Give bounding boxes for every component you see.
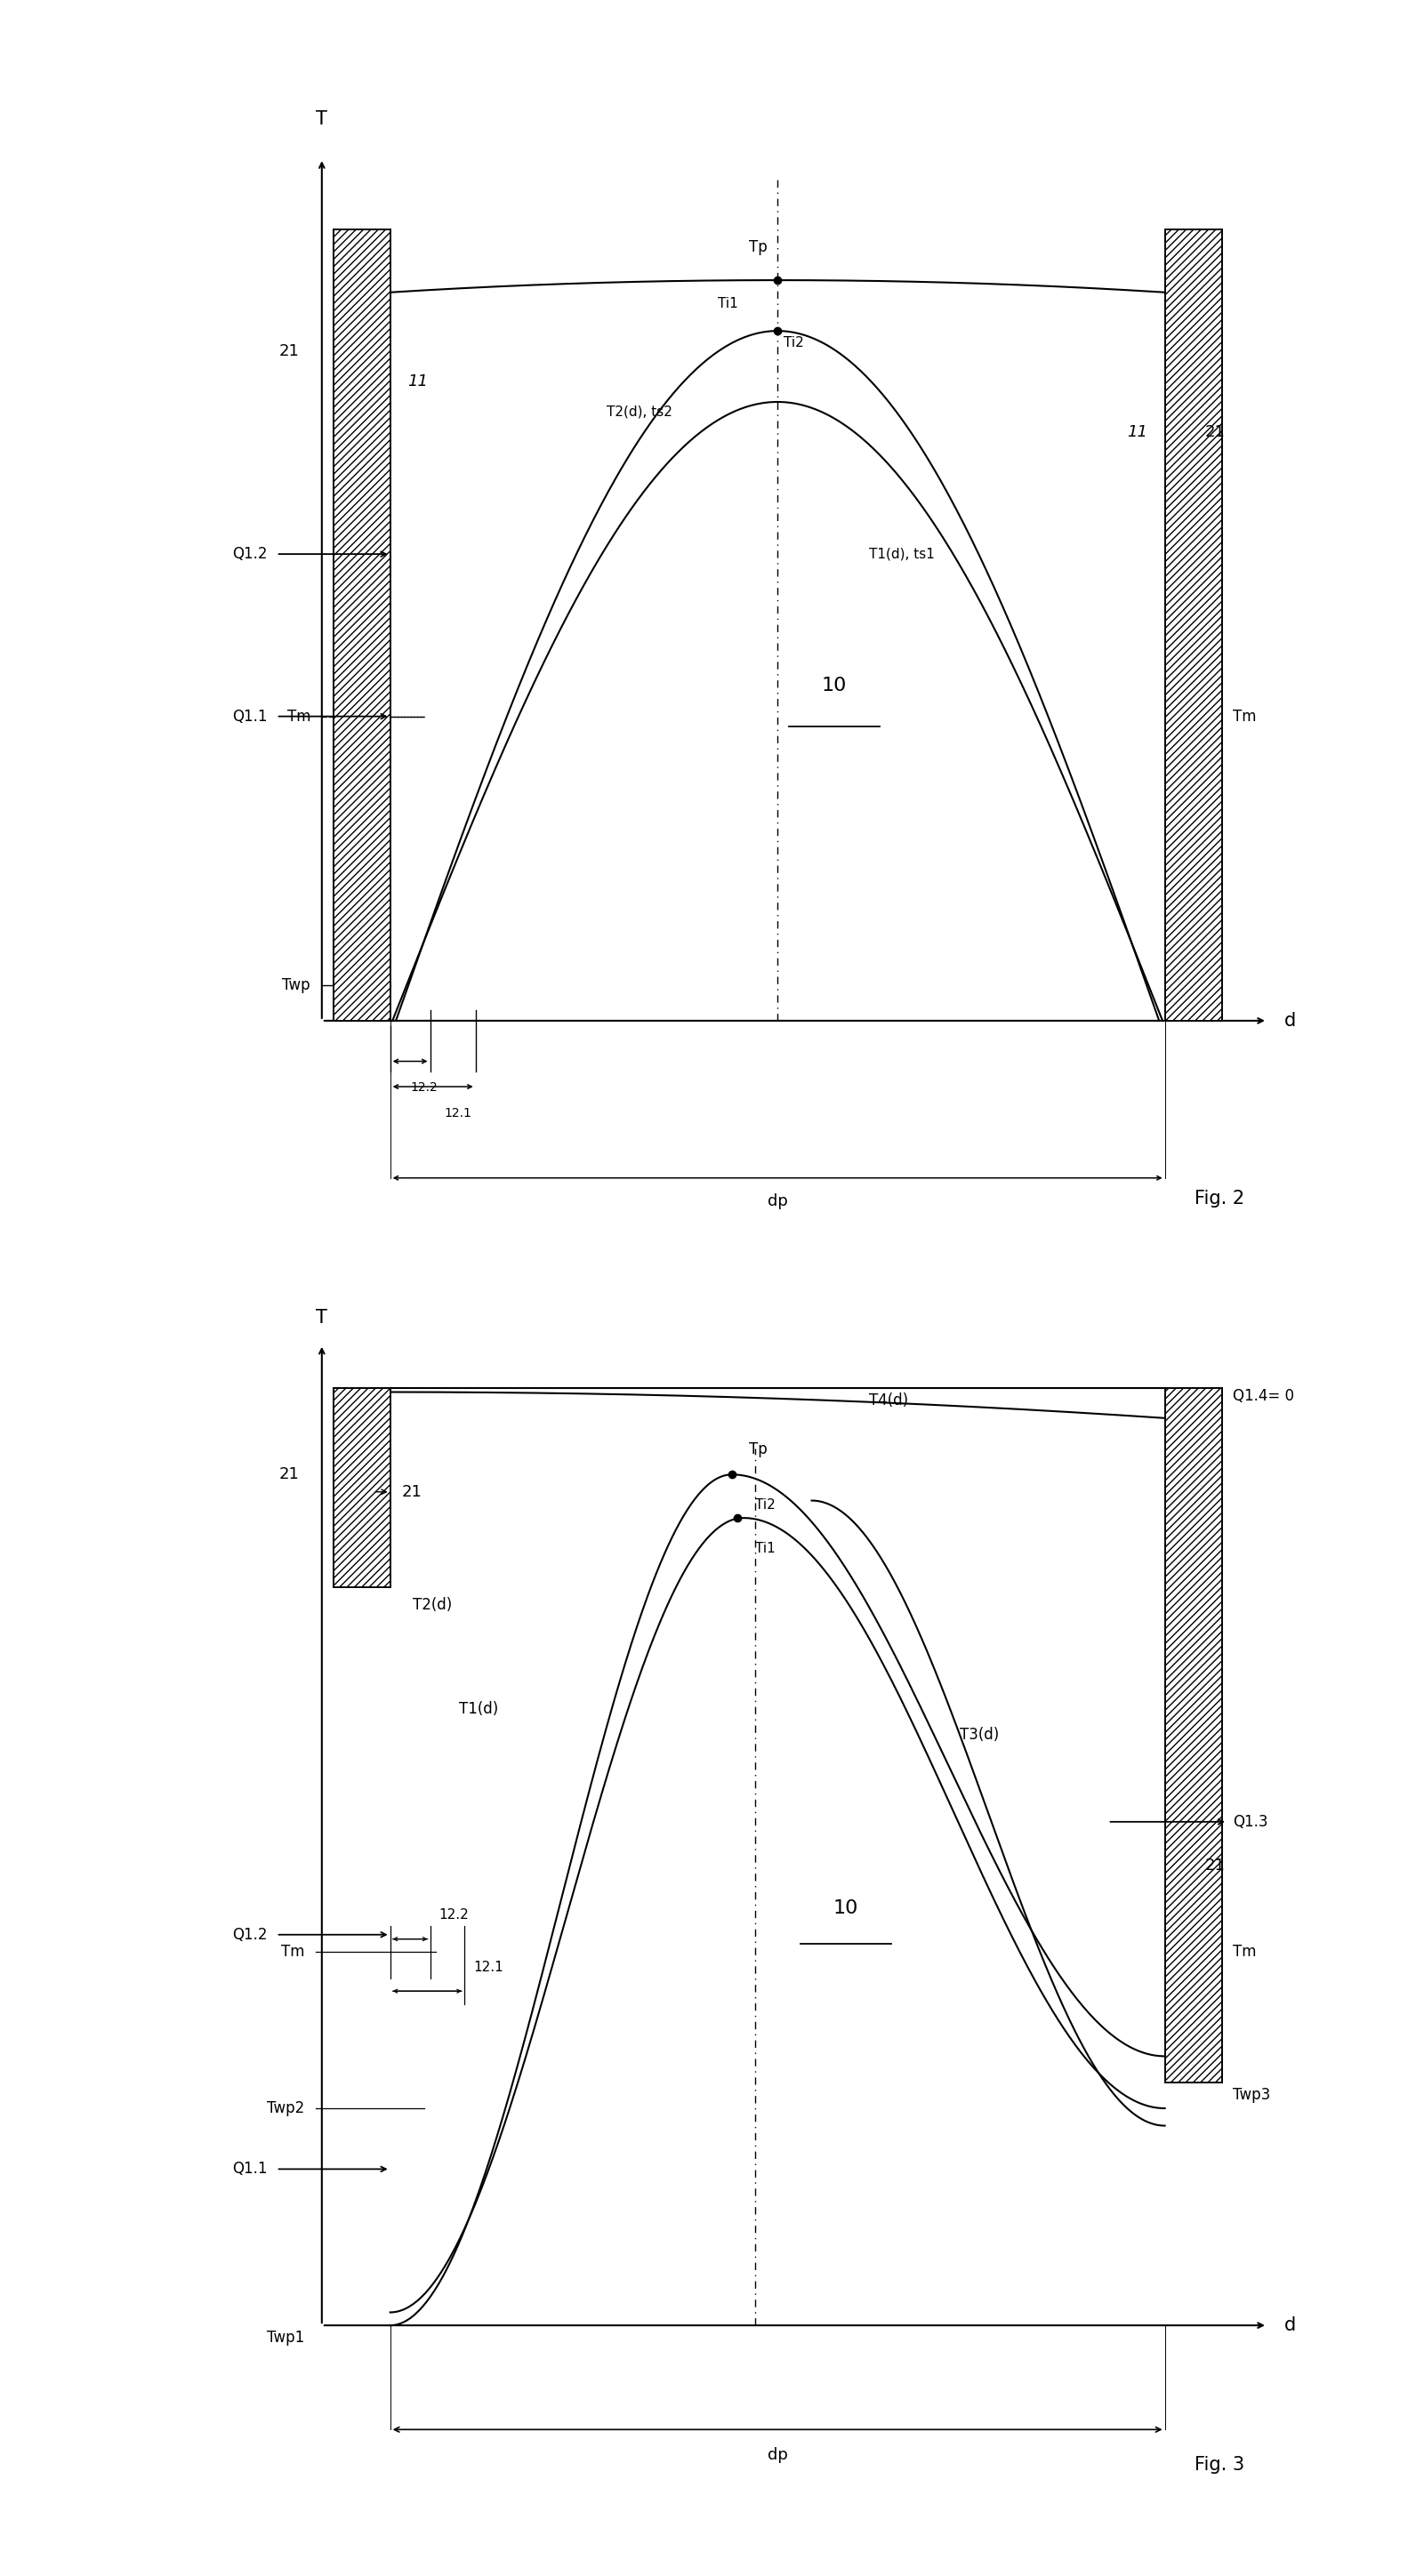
- Text: T: T: [316, 111, 328, 129]
- Text: 21: 21: [402, 1484, 422, 1499]
- Text: T3(d): T3(d): [960, 1726, 1000, 1744]
- Text: 21: 21: [1205, 425, 1225, 440]
- Text: Twp: Twp: [282, 976, 310, 994]
- Text: Q1.2: Q1.2: [232, 1927, 268, 1942]
- Text: Tp: Tp: [749, 1440, 768, 1458]
- Text: 21: 21: [279, 1466, 299, 1484]
- Text: Tm: Tm: [1233, 1945, 1257, 1960]
- Text: d: d: [1284, 1012, 1296, 1030]
- Text: T1(d): T1(d): [459, 1700, 498, 1718]
- Text: Twp1: Twp1: [268, 2329, 305, 2347]
- Text: Fig. 2: Fig. 2: [1195, 1190, 1245, 1208]
- Text: 10: 10: [822, 677, 847, 696]
- Text: T1(d), ts1: T1(d), ts1: [869, 546, 934, 562]
- Text: Ti2: Ti2: [755, 1499, 775, 1512]
- Text: Ti1: Ti1: [755, 1540, 775, 1556]
- Text: Fig. 3: Fig. 3: [1195, 2455, 1245, 2473]
- Text: Tp: Tp: [749, 240, 768, 255]
- Text: 12.1: 12.1: [444, 1108, 471, 1121]
- Text: 21: 21: [279, 343, 299, 358]
- Text: 11: 11: [1128, 425, 1148, 440]
- Text: dp: dp: [768, 2447, 787, 2463]
- Text: 10: 10: [833, 1899, 859, 1917]
- Text: Ti2: Ti2: [783, 335, 803, 350]
- Bar: [1165, 229, 1222, 1020]
- Text: 12.2: 12.2: [439, 1909, 468, 1922]
- Text: T: T: [316, 1309, 328, 1327]
- Text: Tm: Tm: [1233, 708, 1257, 724]
- Bar: [333, 229, 390, 1020]
- Text: T4(d): T4(d): [869, 1394, 909, 1409]
- Bar: [1165, 1388, 1222, 2081]
- Bar: [333, 1388, 390, 1587]
- Text: Q1.4= 0: Q1.4= 0: [1233, 1388, 1294, 1404]
- Text: Q1.2: Q1.2: [232, 546, 268, 562]
- Text: 21: 21: [1205, 1857, 1225, 1873]
- Text: Q1.3: Q1.3: [1233, 1814, 1269, 1829]
- Text: 11: 11: [407, 374, 427, 389]
- Text: dp: dp: [768, 1193, 787, 1208]
- Text: d: d: [1284, 2316, 1296, 2334]
- Text: Tm: Tm: [286, 708, 310, 724]
- Text: Twp3: Twp3: [1233, 2087, 1270, 2102]
- Text: 12.2: 12.2: [410, 1082, 437, 1095]
- Text: Q1.1: Q1.1: [232, 2161, 268, 2177]
- Text: Twp2: Twp2: [268, 2099, 305, 2117]
- Text: T2(d), ts2: T2(d), ts2: [607, 404, 672, 420]
- Text: Q1.1: Q1.1: [232, 708, 268, 724]
- Text: T2(d): T2(d): [413, 1597, 453, 1613]
- Text: Tm: Tm: [281, 1945, 305, 1960]
- Text: 12.1: 12.1: [473, 1960, 503, 1973]
- Text: Ti1: Ti1: [718, 296, 738, 312]
